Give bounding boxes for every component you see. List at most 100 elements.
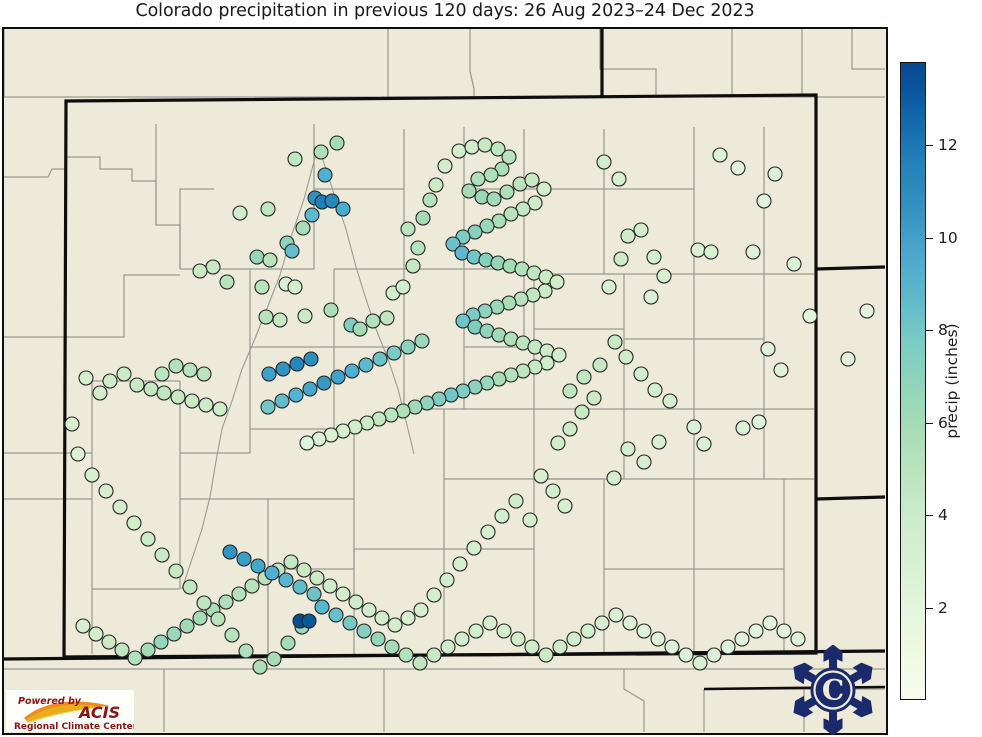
station-point[interactable] [254, 279, 270, 295]
acis-logo[interactable]: Powered by ACIS Regional Climate Centers [6, 690, 134, 732]
station-point[interactable] [330, 369, 346, 385]
station-point[interactable] [299, 435, 315, 451]
station-point[interactable] [292, 579, 308, 595]
station-point[interactable] [302, 381, 318, 397]
station-point[interactable] [451, 143, 467, 159]
station-point[interactable] [651, 434, 667, 450]
station-point[interactable] [510, 631, 526, 647]
station-point[interactable] [232, 205, 248, 221]
station-point[interactable] [64, 416, 80, 432]
station-point[interactable] [379, 310, 395, 326]
station-point[interactable] [386, 345, 402, 361]
station-point[interactable] [696, 436, 712, 452]
station-point[interactable] [533, 468, 549, 484]
station-point[interactable] [244, 578, 260, 594]
station-point[interactable] [212, 401, 228, 417]
station-point[interactable] [550, 435, 566, 451]
station-point[interactable] [400, 221, 416, 237]
station-point[interactable] [636, 623, 652, 639]
station-point[interactable] [656, 268, 672, 284]
station-point[interactable] [249, 249, 265, 265]
station-point[interactable] [557, 498, 573, 514]
station-point[interactable] [611, 171, 627, 187]
station-point[interactable] [574, 404, 590, 420]
station-point[interactable] [224, 627, 240, 643]
station-point[interactable] [88, 626, 104, 642]
station-point[interactable] [664, 639, 680, 655]
station-point[interactable] [490, 141, 506, 157]
station-point[interactable] [352, 321, 368, 337]
station-point[interactable] [751, 414, 767, 430]
station-point[interactable] [483, 167, 499, 183]
station-point[interactable] [643, 289, 659, 305]
station-point[interactable] [303, 351, 319, 367]
station-point[interactable] [324, 193, 340, 209]
station-point[interactable] [192, 610, 208, 626]
station-point[interactable] [562, 421, 578, 437]
station-point[interactable] [182, 579, 198, 595]
station-point[interactable] [633, 366, 649, 382]
station-point[interactable] [734, 631, 750, 647]
map-canvas[interactable] [2, 27, 888, 735]
station-point[interactable] [686, 419, 702, 435]
station-point[interactable] [647, 382, 663, 398]
station-point[interactable] [692, 655, 708, 671]
station-point[interactable] [480, 524, 496, 540]
station-point[interactable] [98, 483, 114, 499]
station-point[interactable] [236, 551, 252, 567]
station-point[interactable] [78, 370, 94, 386]
station-point[interactable] [503, 206, 519, 222]
station-point[interactable] [179, 618, 195, 634]
station-point[interactable] [594, 615, 610, 631]
station-point[interactable] [309, 570, 325, 586]
station-point[interactable] [322, 578, 338, 594]
station-point[interactable] [92, 385, 108, 401]
station-point[interactable] [767, 166, 783, 182]
station-point[interactable] [482, 615, 498, 631]
station-point[interactable] [306, 586, 322, 602]
station-point[interactable] [405, 258, 421, 274]
station-point[interactable] [415, 210, 431, 226]
station-point[interactable] [329, 135, 345, 151]
station-point[interactable] [261, 366, 277, 382]
station-point[interactable] [620, 441, 636, 457]
station-point[interactable] [295, 220, 311, 236]
station-point[interactable] [620, 228, 636, 244]
station-point[interactable] [374, 610, 390, 626]
station-point[interactable] [140, 531, 156, 547]
station-point[interactable] [712, 147, 728, 163]
station-point[interactable] [210, 611, 226, 627]
station-point[interactable] [445, 236, 461, 252]
station-point[interactable] [522, 512, 538, 528]
station-point[interactable] [762, 615, 778, 631]
station-point[interactable] [260, 201, 276, 217]
station-point[interactable] [317, 167, 333, 183]
station-point[interactable] [275, 361, 291, 377]
station-point[interactable] [196, 595, 212, 611]
station-point[interactable] [524, 639, 540, 655]
station-point[interactable] [252, 659, 268, 675]
station-point[interactable] [272, 312, 288, 328]
station-point[interactable] [289, 356, 305, 372]
station-point[interactable] [288, 387, 304, 403]
station-point[interactable] [524, 172, 540, 188]
station-point[interactable] [549, 274, 565, 290]
station-point[interactable] [218, 594, 234, 610]
station-point[interactable] [116, 366, 132, 382]
station-point[interactable] [387, 617, 403, 633]
station-point[interactable] [562, 383, 578, 399]
station-point[interactable] [126, 515, 142, 531]
station-point[interactable] [859, 303, 875, 319]
station-point[interactable] [102, 373, 118, 389]
station-point[interactable] [636, 454, 652, 470]
station-point[interactable] [790, 631, 806, 647]
station-point[interactable] [154, 366, 170, 382]
station-point[interactable] [372, 351, 388, 367]
station-point[interactable] [466, 540, 482, 556]
station-point[interactable] [545, 483, 561, 499]
station-point[interactable] [358, 357, 374, 373]
station-point[interactable] [260, 399, 276, 415]
station-point[interactable] [586, 390, 602, 406]
station-point[interactable] [426, 587, 442, 603]
station-point[interactable] [650, 631, 666, 647]
